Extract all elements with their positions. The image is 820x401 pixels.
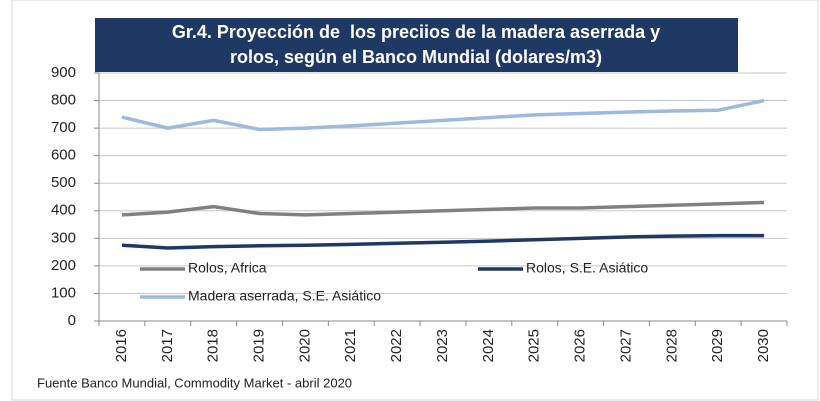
chart-title: rolos, según el Banco Mundial (dolares/m… xyxy=(230,47,602,67)
x-tick-label: 2023 xyxy=(434,329,451,362)
x-tick-label: 2021 xyxy=(342,329,359,362)
y-tick-label: 400 xyxy=(51,202,76,219)
title-box xyxy=(95,18,738,72)
x-tick-label: 2018 xyxy=(205,329,222,362)
x-tick-label: 2022 xyxy=(388,329,405,362)
x-tick-label: 2026 xyxy=(572,329,589,362)
source-note: Fuente Banco Mundial, Commodity Market -… xyxy=(37,375,352,390)
legend-label: Madera aserrada, S.E. Asiático xyxy=(188,288,381,304)
x-tick-label: 2024 xyxy=(480,329,497,362)
x-tick-label: 2027 xyxy=(617,329,634,362)
y-tick-label: 0 xyxy=(68,312,76,329)
y-tick-label: 300 xyxy=(51,229,76,246)
x-tick-label: 2017 xyxy=(159,329,176,362)
series-line xyxy=(121,98,765,132)
x-tick-label: 2029 xyxy=(709,329,726,362)
y-tick-label: 600 xyxy=(51,147,76,164)
legend-label: Rolos, S.E. Asiático xyxy=(526,260,648,276)
series-line xyxy=(121,200,765,217)
chart-title: Gr.4. Proyección de los preciios de la m… xyxy=(172,22,660,42)
y-tick-label: 500 xyxy=(51,174,76,191)
x-tick-label: 2019 xyxy=(251,329,268,362)
x-tick-label: 2020 xyxy=(296,329,313,362)
y-tick-label: 200 xyxy=(51,257,76,274)
y-tick-label: 700 xyxy=(51,119,76,136)
x-tick-label: 2025 xyxy=(526,329,543,362)
legend-label: Rolos, Africa xyxy=(188,260,267,276)
x-tick-label: 2016 xyxy=(113,329,130,362)
series-line xyxy=(121,233,765,250)
x-tick-label: 2030 xyxy=(755,329,772,362)
y-tick-label: 800 xyxy=(51,92,76,109)
y-tick-label: 900 xyxy=(51,64,76,81)
y-tick-label: 100 xyxy=(51,284,76,301)
x-tick-label: 2028 xyxy=(663,329,680,362)
